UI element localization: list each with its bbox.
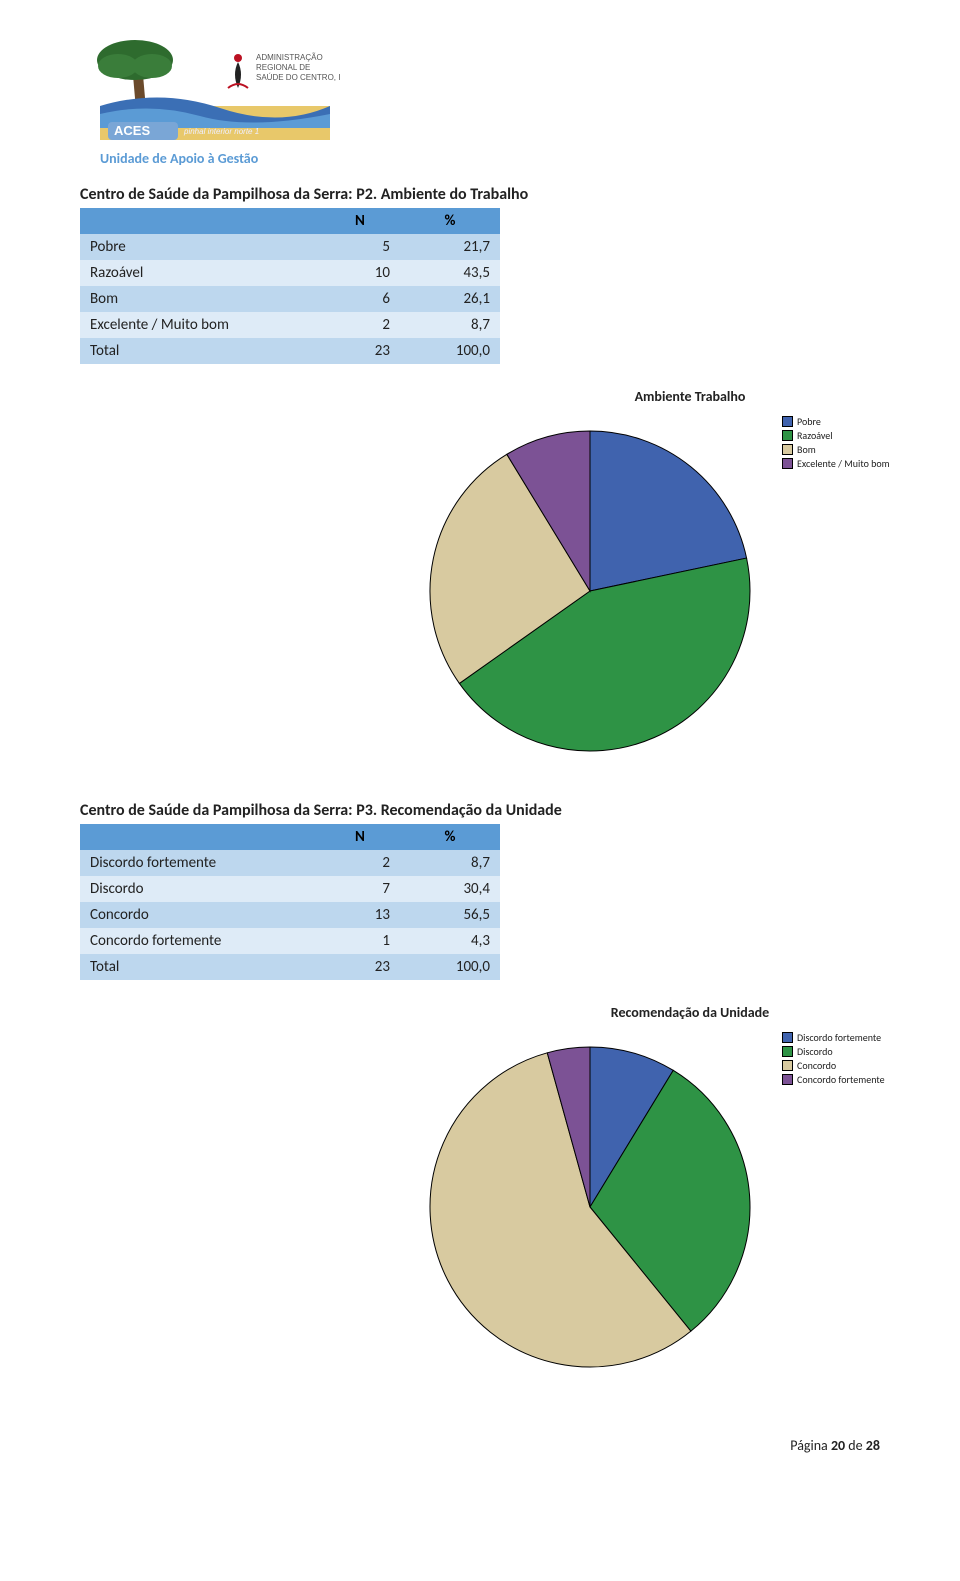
section2-title: Centro de Saúde da Pampilhosa da Serra: … <box>80 801 880 820</box>
table-recomendacao: N % Discordo fortemente28,7Discordo730,4… <box>80 824 500 980</box>
chart1-legend: PobreRazoávelBomExcelente / Muito bom <box>782 415 890 471</box>
t2-h2: % <box>400 824 500 850</box>
cell-n: 7 <box>320 876 400 902</box>
cell-n: 2 <box>320 312 400 338</box>
t2-h0 <box>80 824 320 850</box>
legend-label: Excelente / Muito bom <box>797 457 890 470</box>
svg-text:ACES: ACES <box>114 123 150 138</box>
legend-swatch <box>782 444 793 455</box>
table-row: Discordo fortemente28,7 <box>80 850 500 876</box>
cell-label: Concordo fortemente <box>80 928 320 954</box>
t1-h0 <box>80 208 320 234</box>
legend-label: Concordo fortemente <box>797 1073 885 1086</box>
table-row: Bom626,1 <box>80 286 500 312</box>
cell-label: Excelente / Muito bom <box>80 312 320 338</box>
cell-label: Total <box>80 338 320 364</box>
legend-item: Discordo <box>782 1045 885 1058</box>
chart-ambiente-trabalho: Ambiente Trabalho PobreRazoávelBomExcele… <box>410 388 960 771</box>
legend-swatch <box>782 1060 793 1071</box>
footer-mid: de <box>845 1437 866 1454</box>
chart-recomendacao: Recomendação da Unidade Discordo forteme… <box>410 1004 960 1387</box>
cell-pct: 8,7 <box>400 850 500 876</box>
footer-total: 28 <box>866 1437 880 1454</box>
cell-label: Bom <box>80 286 320 312</box>
legend-item: Discordo fortemente <box>782 1031 885 1044</box>
pie1-svg <box>410 411 770 771</box>
pie2-svg <box>410 1027 770 1387</box>
cell-label: Concordo <box>80 902 320 928</box>
legend-swatch <box>782 1046 793 1057</box>
chart1-title: Ambiente Trabalho <box>410 388 960 405</box>
legend-item: Concordo fortemente <box>782 1073 885 1086</box>
legend-item: Pobre <box>782 415 890 428</box>
legend-item: Bom <box>782 443 890 456</box>
legend-swatch <box>782 1032 793 1043</box>
svg-text:SAÚDE DO CENTRO, IP: SAÚDE DO CENTRO, IP <box>256 73 340 82</box>
footer-page: 20 <box>831 1437 845 1454</box>
table-row: Razoável1043,5 <box>80 260 500 286</box>
table-row: Total23100,0 <box>80 954 500 980</box>
legend-label: Bom <box>797 443 816 456</box>
table-row: Total23100,0 <box>80 338 500 364</box>
table-row: Concordo fortemente14,3 <box>80 928 500 954</box>
table-ambiente-trabalho: N % Pobre521,7Razoável1043,5Bom626,1Exce… <box>80 208 500 364</box>
header-logo: ACES pinhal interior norte 1 ADMINISTRAÇ… <box>80 28 880 167</box>
cell-label: Discordo <box>80 876 320 902</box>
table-row: Pobre521,7 <box>80 234 500 260</box>
t2-h1: N <box>320 824 400 850</box>
cell-pct: 43,5 <box>400 260 500 286</box>
legend-label: Concordo <box>797 1059 836 1072</box>
page-footer: Página 20 de 28 <box>0 1437 960 1454</box>
logo-caption: Unidade de Apoio à Gestão <box>100 150 880 167</box>
cell-n: 13 <box>320 902 400 928</box>
cell-n: 2 <box>320 850 400 876</box>
footer-prefix: Página <box>790 1437 831 1454</box>
cell-label: Pobre <box>80 234 320 260</box>
legend-swatch <box>782 416 793 427</box>
chart2-title: Recomendação da Unidade <box>410 1004 960 1021</box>
cell-label: Total <box>80 954 320 980</box>
t1-h1: N <box>320 208 400 234</box>
legend-label: Razoável <box>797 429 833 442</box>
table-row: Discordo730,4 <box>80 876 500 902</box>
cell-label: Razoável <box>80 260 320 286</box>
svg-text:pinhal interior norte 1: pinhal interior norte 1 <box>183 127 259 136</box>
section1-title: Centro de Saúde da Pampilhosa da Serra: … <box>80 185 880 204</box>
table-row: Excelente / Muito bom28,7 <box>80 312 500 338</box>
legend-swatch <box>782 430 793 441</box>
legend-label: Discordo fortemente <box>797 1031 881 1044</box>
cell-n: 23 <box>320 338 400 364</box>
svg-text:REGIONAL DE: REGIONAL DE <box>256 63 310 72</box>
cell-pct: 56,5 <box>400 902 500 928</box>
legend-swatch <box>782 1074 793 1085</box>
svg-text:ADMINISTRAÇÃO: ADMINISTRAÇÃO <box>256 53 323 62</box>
table-row: Concordo1356,5 <box>80 902 500 928</box>
cell-pct: 100,0 <box>400 338 500 364</box>
cell-pct: 4,3 <box>400 928 500 954</box>
legend-item: Excelente / Muito bom <box>782 457 890 470</box>
cell-n: 10 <box>320 260 400 286</box>
cell-pct: 30,4 <box>400 876 500 902</box>
legend-label: Discordo <box>797 1045 833 1058</box>
t1-h2: % <box>400 208 500 234</box>
cell-n: 5 <box>320 234 400 260</box>
cell-pct: 100,0 <box>400 954 500 980</box>
cell-pct: 8,7 <box>400 312 500 338</box>
legend-swatch <box>782 458 793 469</box>
legend-label: Pobre <box>797 415 821 428</box>
logo-svg: ACES pinhal interior norte 1 ADMINISTRAÇ… <box>80 28 340 148</box>
legend-item: Razoável <box>782 429 890 442</box>
cell-n: 6 <box>320 286 400 312</box>
cell-pct: 21,7 <box>400 234 500 260</box>
cell-n: 1 <box>320 928 400 954</box>
cell-pct: 26,1 <box>400 286 500 312</box>
chart2-legend: Discordo fortementeDiscordoConcordoConco… <box>782 1031 885 1087</box>
cell-n: 23 <box>320 954 400 980</box>
cell-label: Discordo fortemente <box>80 850 320 876</box>
legend-item: Concordo <box>782 1059 885 1072</box>
